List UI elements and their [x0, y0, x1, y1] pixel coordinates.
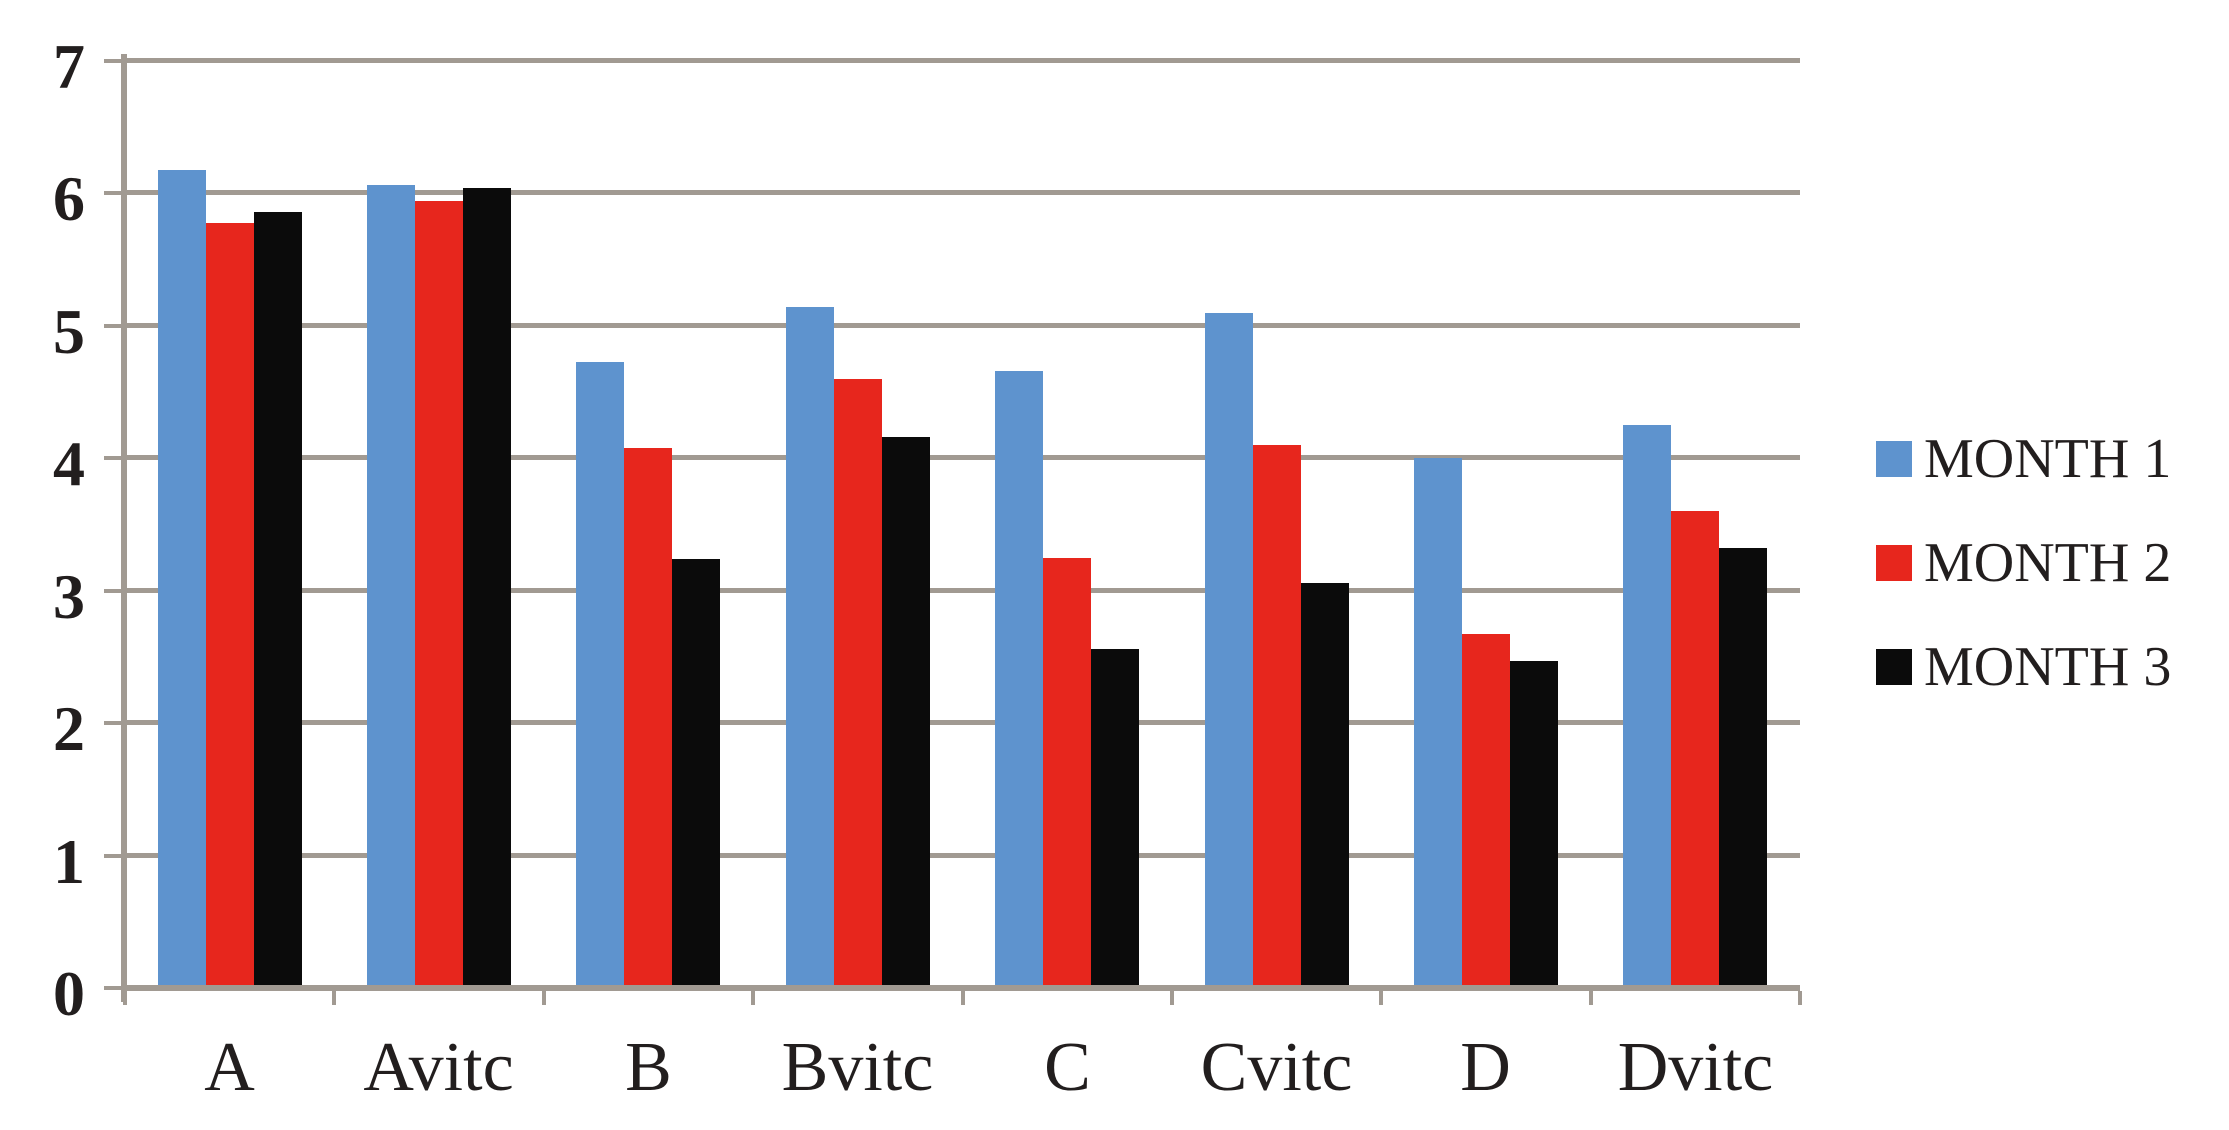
legend-label-month-3: MONTH 3 [1924, 636, 2172, 698]
x-tick-8 [1798, 991, 1802, 1005]
legend: MONTH 1 MONTH 2 MONTH 3 [1876, 430, 2171, 742]
x-category-label-b: B [625, 1029, 672, 1106]
legend-item-month-3: MONTH 3 [1876, 638, 2171, 696]
bar-month-2-b [624, 448, 672, 988]
bar-month-3-b [672, 559, 720, 988]
bar-month-3-cvitc [1301, 583, 1349, 988]
bar-month-1-avitc [367, 185, 415, 988]
bar-month-2-a [206, 223, 254, 988]
gridline-1 [125, 853, 1800, 858]
y-tick-label-0: 0 [53, 958, 85, 1029]
x-tick-0 [123, 991, 127, 1005]
y-tick-6 [104, 191, 125, 195]
y-tick-label-5: 5 [53, 296, 85, 367]
bar-month-3-bvitc [882, 437, 930, 988]
bar-month-2-cvitc [1253, 445, 1301, 988]
x-axis-line [121, 985, 1800, 991]
legend-swatch-month-3 [1876, 649, 1912, 685]
bar-month-2-bvitc [834, 379, 882, 988]
legend-item-month-2: MONTH 2 [1876, 534, 2171, 592]
gridline-4 [125, 455, 1800, 460]
x-category-label-d: D [1460, 1029, 1511, 1106]
bar-month-2-c [1043, 558, 1091, 988]
x-category-label-avitc: Avitc [363, 1029, 514, 1106]
gridline-5 [125, 323, 1800, 328]
bar-month-3-c [1091, 649, 1139, 988]
bar-month-3-d [1510, 661, 1558, 988]
y-tick-5 [104, 324, 125, 328]
bar-month-3-dvitc [1719, 548, 1767, 988]
y-tick-3 [104, 589, 125, 593]
legend-item-month-1: MONTH 1 [1876, 430, 2171, 488]
x-tick-7 [1589, 991, 1593, 1005]
bar-month-1-d [1414, 458, 1462, 988]
bar-month-2-avitc [415, 201, 463, 988]
x-tick-2 [542, 991, 546, 1005]
gridline-2 [125, 720, 1800, 725]
y-tick-label-2: 2 [53, 693, 85, 764]
x-tick-1 [332, 991, 336, 1005]
x-category-label-cvitc: Cvitc [1200, 1029, 1353, 1106]
y-tick-0 [104, 986, 125, 990]
y-tick-7 [104, 59, 125, 63]
x-tick-5 [1170, 991, 1174, 1005]
y-tick-1 [104, 854, 125, 858]
x-tick-4 [961, 991, 965, 1005]
bar-month-3-a [254, 212, 302, 988]
legend-swatch-month-2 [1876, 545, 1912, 581]
bar-month-2-d [1462, 634, 1510, 988]
y-tick-label-7: 7 [53, 31, 85, 102]
legend-swatch-month-1 [1876, 441, 1912, 477]
y-tick-label-1: 1 [53, 826, 85, 897]
gridline-6 [125, 190, 1800, 195]
bar-month-1-cvitc [1205, 313, 1253, 988]
bar-month-1-bvitc [786, 307, 834, 988]
y-tick-label-6: 6 [53, 163, 85, 234]
gridline-7 [125, 58, 1800, 63]
bar-month-1-a [158, 170, 206, 988]
y-tick-2 [104, 721, 125, 725]
y-tick-4 [104, 456, 125, 460]
x-category-label-dvitc: Dvitc [1617, 1029, 1774, 1106]
bar-month-1-dvitc [1623, 425, 1671, 988]
x-tick-6 [1379, 991, 1383, 1005]
x-category-label-c: C [1044, 1029, 1091, 1106]
y-tick-label-3: 3 [53, 561, 85, 632]
bar-month-3-avitc [463, 188, 511, 988]
bar-month-1-c [995, 371, 1043, 988]
y-axis-line [121, 54, 127, 1002]
x-category-label-bvitc: Bvitc [781, 1029, 934, 1106]
x-category-label-a: A [204, 1029, 255, 1106]
y-tick-label-4: 4 [53, 428, 85, 499]
bar-month-2-dvitc [1671, 511, 1719, 988]
legend-label-month-1: MONTH 1 [1924, 428, 2172, 490]
legend-label-month-2: MONTH 2 [1924, 532, 2172, 594]
x-tick-3 [751, 991, 755, 1005]
bar-month-1-b [576, 362, 624, 988]
gridline-3 [125, 588, 1800, 593]
